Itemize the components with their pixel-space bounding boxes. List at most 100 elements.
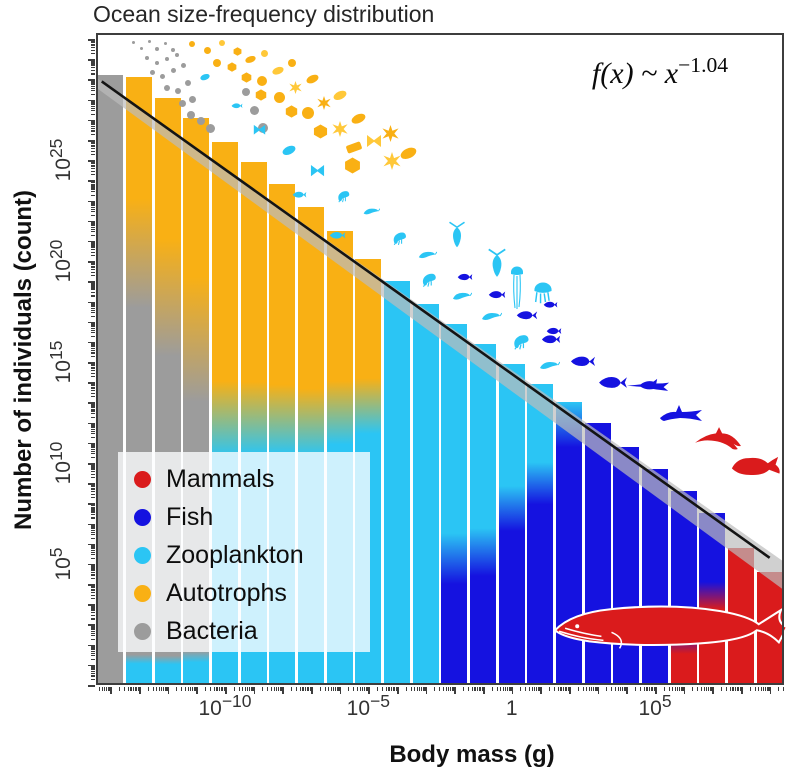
y-minor-tick [91, 47, 95, 49]
y-minor-tick [91, 130, 95, 132]
x-axis-title: Body mass (g) [389, 741, 555, 768]
y-minor-tick [91, 113, 95, 115]
y-tick [88, 261, 95, 263]
x-minor-tick [270, 687, 273, 691]
y-minor-tick [91, 645, 95, 647]
x-minor-tick [216, 687, 218, 691]
y-minor-tick [91, 504, 95, 506]
bar [670, 491, 697, 685]
y-minor-tick [91, 433, 95, 435]
y-minor-tick [91, 248, 95, 251]
x-tick [626, 687, 628, 694]
silhouette-dot-icon [302, 107, 314, 119]
y-minor-tick [91, 473, 95, 475]
y-minor-tick [91, 513, 95, 516]
y-minor-tick [91, 90, 95, 92]
x-minor-tick [476, 687, 478, 691]
x-minor-tick [163, 687, 165, 691]
bar [384, 281, 411, 685]
x-minor-tick [367, 687, 369, 691]
y-minor-tick [91, 384, 95, 386]
y-minor-tick [91, 486, 95, 488]
silhouette-dot-icon [155, 47, 159, 51]
y-minor-tick [91, 93, 95, 95]
x-minor-tick [677, 687, 679, 691]
silhouette-oval-icon [272, 67, 284, 75]
x-minor-tick [159, 687, 161, 691]
y-minor-tick [91, 578, 95, 580]
x-minor-tick [395, 687, 397, 691]
x-minor-tick [606, 687, 608, 691]
x-minor-tick [593, 687, 595, 691]
x-minor-tick [496, 687, 498, 691]
legend-dot-mammals [134, 470, 151, 488]
x-minor-tick [582, 687, 584, 691]
y-minor-tick [91, 304, 95, 306]
y-tick [88, 503, 95, 505]
y-minor-tick [91, 505, 95, 507]
silhouette-dolphin-icon [695, 426, 741, 449]
y-minor-tick [91, 445, 95, 448]
y-minor-tick [91, 667, 95, 670]
y-minor-tick [91, 102, 95, 104]
y-minor-tick [91, 366, 95, 368]
legend: Mammals Fish Zooplankton Autotrophs Bacteria [118, 452, 370, 652]
y-minor-tick [91, 436, 95, 438]
x-tick [425, 687, 428, 694]
y-minor-tick [91, 477, 95, 479]
y-minor-tick [91, 466, 95, 468]
x-minor-tick [734, 687, 736, 691]
silhouette-dot-icon [249, 105, 259, 115]
silhouette-fish-icon [329, 231, 345, 239]
x-minor-tick [281, 687, 283, 691]
legend-label: Autotrophs [166, 578, 287, 607]
x-minor-tick [653, 687, 655, 691]
silhouette-oval-icon [306, 74, 318, 84]
x-tick-label: 105 [638, 691, 672, 720]
y-minor-tick [91, 675, 95, 677]
x-tick [339, 687, 342, 694]
x-minor-tick [353, 687, 355, 691]
silhouette-dot-icon [197, 117, 205, 125]
chart-title: Ocean size-frequency distribution [93, 1, 435, 27]
y-minor-tick [91, 263, 95, 265]
x-minor-tick [166, 687, 168, 691]
x-minor-tick [679, 687, 681, 691]
x-tick [712, 687, 714, 694]
y-minor-tick [91, 646, 95, 648]
x-minor-tick [382, 687, 384, 691]
y-minor-tick [91, 225, 95, 227]
silhouette-dot-icon [149, 69, 155, 75]
silhouette-tuna-icon [516, 310, 538, 319]
x-minor-tick [765, 687, 767, 691]
y-minor-tick [91, 666, 95, 668]
x-minor-tick [130, 687, 132, 691]
y-minor-tick [91, 528, 95, 530]
y-minor-tick [91, 574, 95, 576]
y-minor-tick [91, 231, 95, 233]
silhouette-shrimp-icon [514, 335, 529, 350]
y-minor-tick [91, 372, 95, 374]
y-tick-label: 1015 [46, 340, 75, 384]
y-minor-tick [91, 244, 95, 246]
y-minor-tick [91, 80, 95, 82]
y-minor-tick [91, 352, 95, 354]
y-minor-tick [91, 534, 95, 536]
legend-label: Fish [166, 502, 214, 531]
y-tick [88, 604, 95, 606]
y-minor-tick [91, 312, 95, 314]
y-tick [88, 160, 95, 162]
x-minor-tick [335, 687, 337, 691]
y-minor-tick [91, 554, 95, 556]
y-minor-tick [91, 269, 95, 271]
x-minor-tick [468, 687, 470, 691]
x-minor-tick [648, 687, 650, 691]
x-minor-tick [591, 687, 593, 691]
y-minor-tick [91, 264, 95, 266]
x-minor-tick [410, 687, 412, 691]
x-minor-tick [109, 687, 111, 691]
y-minor-tick [91, 41, 95, 43]
y-minor-tick [91, 363, 95, 365]
y-minor-tick [91, 208, 95, 210]
y-minor-tick [91, 511, 95, 513]
